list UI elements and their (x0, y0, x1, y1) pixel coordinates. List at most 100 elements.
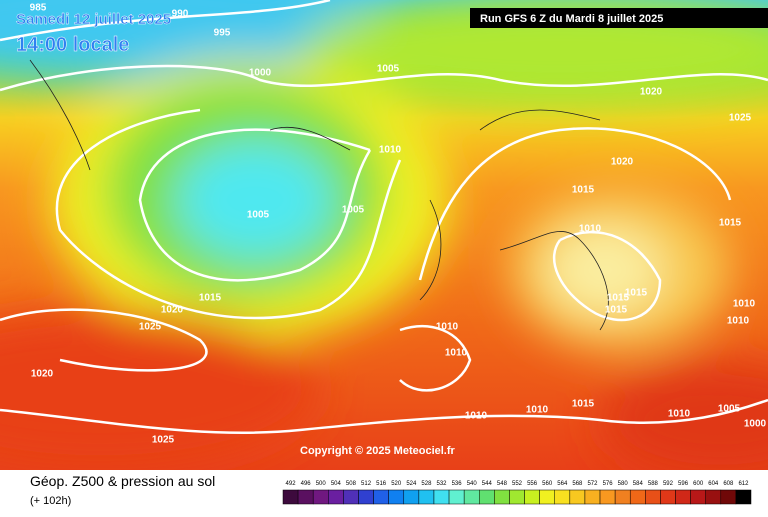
scale-label: 548 (497, 481, 508, 487)
scale-cell (735, 489, 752, 505)
date: Samedi 12 juillet 2025 (16, 11, 171, 28)
scale-cell (358, 489, 374, 505)
scale-cell (584, 489, 601, 505)
isobar-label: 985 (30, 3, 47, 14)
scale-label: 584 (633, 481, 644, 487)
isobar-label: 1005 (718, 404, 741, 415)
scale-cell (569, 489, 586, 505)
scale-cell (297, 489, 314, 505)
isobar-label: 1010 (668, 409, 691, 420)
isobar-label: 1025 (729, 113, 752, 124)
scale-label: 504 (331, 481, 342, 487)
scale-label: 492 (286, 481, 297, 487)
isobar-label: 1010 (465, 411, 488, 422)
scale-cell (403, 489, 420, 505)
scale-label: 516 (376, 481, 387, 487)
isobar-label: 1015 (572, 399, 595, 410)
scale-cell (614, 489, 631, 505)
isobar-label: 1020 (31, 369, 54, 380)
isobar-label: 1010 (579, 224, 602, 235)
scale-label: 604 (708, 481, 719, 487)
scale-label: 580 (618, 481, 629, 487)
scale-cell (539, 489, 555, 505)
isobar-label: 995 (214, 28, 231, 39)
isobar-label: 1010 (379, 145, 402, 156)
footer-lead: (+ 102h) (30, 495, 71, 507)
isobar-label: 1015 (605, 305, 628, 316)
scale-label: 572 (587, 481, 598, 487)
scale-label: 588 (648, 481, 659, 487)
scale-cell (479, 489, 495, 505)
isobar-label: 1010 (526, 405, 549, 416)
scale-label: 528 (421, 481, 432, 487)
isobar-label: 1000 (249, 68, 272, 79)
coastlines (29, 59, 609, 331)
scale-cell (418, 489, 435, 505)
isobar-label: 1010 (445, 348, 468, 359)
isobar-label: 1020 (611, 157, 634, 168)
isobar-label: 1005 (377, 64, 400, 75)
scale-cell (720, 489, 737, 505)
isobar-label: 1015 (607, 293, 630, 304)
isobar-label: 1020 (640, 87, 663, 98)
isobar-label: 1005 (342, 205, 365, 216)
scale-label: 524 (406, 481, 417, 487)
scale-label: 544 (482, 481, 493, 487)
scale-cell (554, 489, 571, 505)
scale-label: 552 (512, 481, 523, 487)
scale-cell (312, 489, 329, 505)
scale-cell (433, 489, 450, 505)
isobar-label: 1010 (436, 322, 459, 333)
scale-label: 560 (542, 481, 553, 487)
scale-cell (463, 489, 480, 505)
isobars (0, 0, 768, 433)
scale-label: 576 (603, 481, 614, 487)
scale-cell (690, 489, 706, 505)
isobar-label: 1020 (161, 305, 184, 316)
scale-label: 508 (346, 481, 357, 487)
scale-label: 600 (693, 481, 704, 487)
scale-label: 536 (452, 481, 463, 487)
isobar-label: 990 (172, 9, 189, 20)
scale-cell (660, 489, 676, 505)
scale-label: 520 (391, 481, 402, 487)
isobar-label: 1015 (719, 218, 742, 229)
scale-label: 564 (557, 481, 568, 487)
scale-cell (645, 489, 661, 505)
scale-cell (599, 489, 616, 505)
scale-cell (494, 489, 510, 505)
isobar-label: 1000 (744, 419, 767, 430)
run-banner (470, 8, 768, 28)
scale-cell (675, 489, 691, 505)
scale-label: 532 (437, 481, 448, 487)
scale-label: 596 (678, 481, 689, 487)
local-time: 14:00 locale (16, 34, 129, 56)
isobar-label: 1010 (727, 316, 750, 327)
scale-cell (629, 489, 646, 505)
scale-cell (388, 489, 405, 505)
scale-label: 592 (663, 481, 674, 487)
scale-cell (343, 489, 359, 505)
scale-cell (524, 489, 540, 505)
copyright: Copyright © 2025 Meteociel.fr (300, 445, 456, 457)
scale-label: 512 (361, 481, 372, 487)
footer-title: Géop. Z500 & pression au sol (30, 473, 215, 489)
isobar-label: 1025 (139, 322, 162, 333)
run-info: Run GFS 6 Z du Mardi 8 juillet 2025 (480, 13, 663, 25)
scale-label: 496 (301, 481, 312, 487)
scale-cell (373, 489, 389, 505)
scale-label: 556 (527, 481, 538, 487)
scale-label: 540 (467, 481, 478, 487)
scale-cell (328, 489, 344, 505)
scale-label: 568 (572, 481, 583, 487)
scale-cell (448, 489, 465, 505)
isobar-label: 1025 (152, 435, 175, 446)
isobar-label: 1005 (247, 210, 270, 221)
scale-label: 612 (738, 481, 749, 487)
scale-label: 500 (316, 481, 327, 487)
scale-label: 608 (723, 481, 734, 487)
isobar-label: 1010 (733, 299, 756, 310)
